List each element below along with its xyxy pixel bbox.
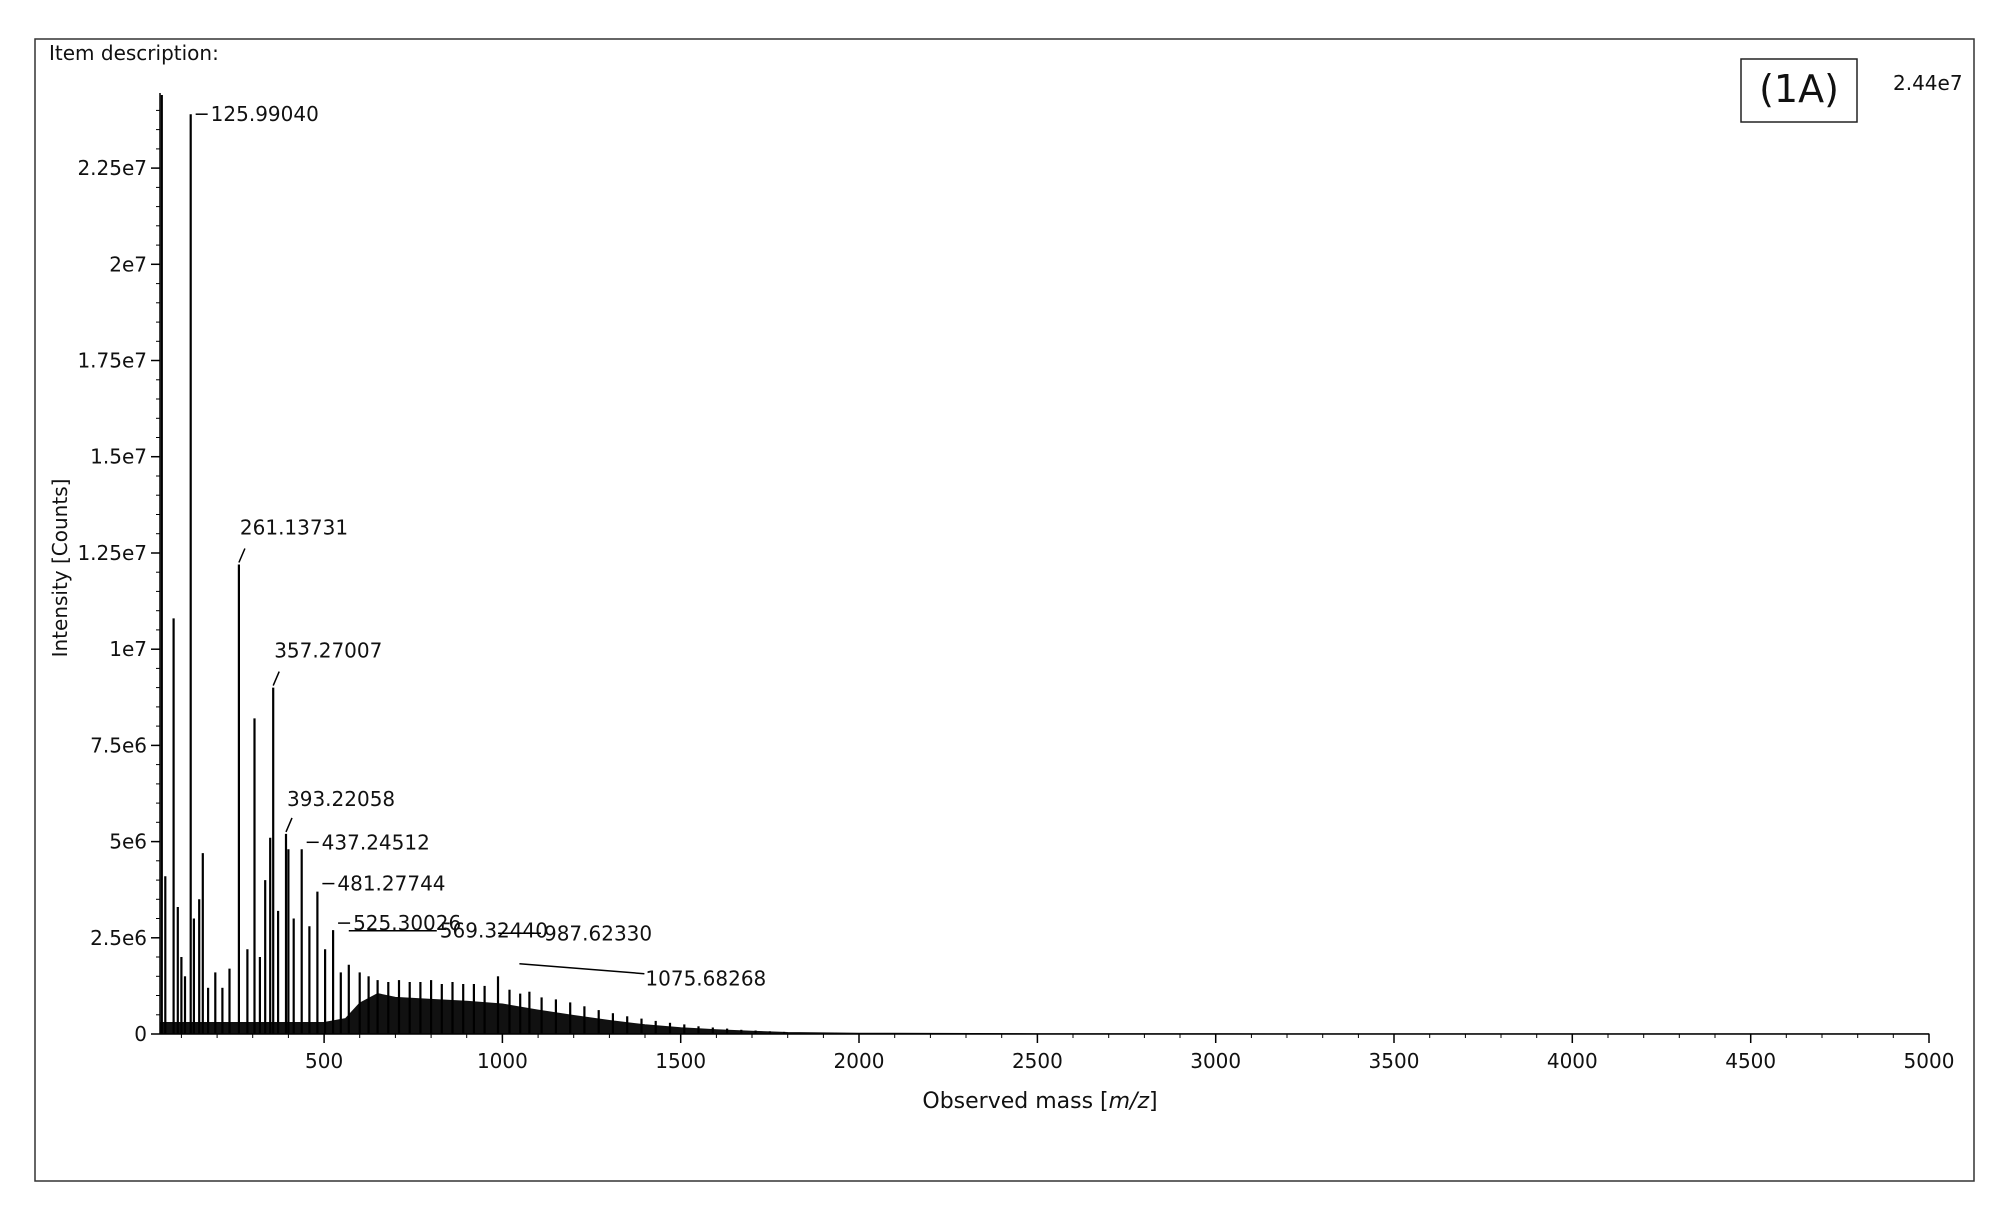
annotation-leader	[272, 671, 280, 686]
peak-label: 125.99040	[211, 102, 319, 126]
y-tick-label: 1e7	[109, 637, 147, 661]
x-tick-label: 2500	[1012, 1049, 1063, 1073]
y-tick-label: 5e6	[109, 830, 147, 854]
axes: 0 2.5e6 5e6 7.5e6 1e7 1.25e7 1.5e7 1.75e7 2e7 2.2…	[77, 93, 1954, 1073]
x-tick-label: 3000	[1190, 1049, 1241, 1073]
spectrum-envelope	[159, 993, 1930, 1035]
panel-label: (1A)	[1759, 67, 1839, 111]
x-tick-label: 5000	[1904, 1049, 1955, 1073]
y-tick-label: 2.5e6	[90, 926, 147, 950]
y-tick-label: 1.75e7	[77, 349, 147, 373]
y-axis-title: Intensity [Counts]	[48, 479, 72, 658]
x-axis-title-suffix: ]	[1149, 1089, 1158, 1114]
x-axis-title: Observed mass [m/z]	[922, 1089, 1157, 1114]
peak-label: 437.24512	[322, 830, 430, 854]
y-tick-label: 1.25e7	[77, 541, 147, 565]
x-tick-label: 2000	[834, 1049, 885, 1073]
x-tick-label: 4500	[1725, 1049, 1776, 1073]
peak-label: 481.27744	[337, 872, 445, 896]
x-axis-title-prefix: Observed mass [	[922, 1089, 1108, 1114]
y-tick-label: 2e7	[109, 252, 147, 276]
annotation-leader	[285, 817, 293, 833]
y-tick-label: 2.25e7	[77, 156, 147, 180]
plot-area	[159, 95, 1930, 1035]
figure-frame	[34, 38, 1975, 1182]
y-tick-label: 0	[134, 1022, 147, 1046]
peak-label: 1075.68268	[645, 967, 766, 991]
annotation-leader	[238, 548, 246, 563]
x-tick-label: 1500	[655, 1049, 706, 1073]
x-tick-label: 500	[305, 1049, 343, 1073]
peak-label: 987.62330	[544, 921, 652, 945]
panel-label-box	[1740, 58, 1858, 123]
y-tick-label: 1.5e7	[90, 445, 147, 469]
x-axis-title-unit: m/z	[1109, 1089, 1150, 1114]
max-intensity-label: 2.44e7	[1893, 71, 1963, 95]
peak-annotations: 125.99040 261.13731 357.27007 393.22058 437.…	[195, 102, 766, 991]
item-description-label: Item description:	[49, 41, 219, 65]
annotation-leader	[519, 962, 645, 975]
x-tick-label: 3500	[1369, 1049, 1420, 1073]
peak-label: 569.32440	[440, 919, 548, 943]
x-tick-label: 1000	[477, 1049, 528, 1073]
x-tick-label: 4000	[1547, 1049, 1598, 1073]
peak-label: 357.27007	[274, 639, 382, 663]
peak-label: 261.13731	[240, 516, 348, 540]
peak-label: 393.22058	[287, 787, 395, 811]
y-tick-label: 7.5e6	[90, 733, 147, 757]
